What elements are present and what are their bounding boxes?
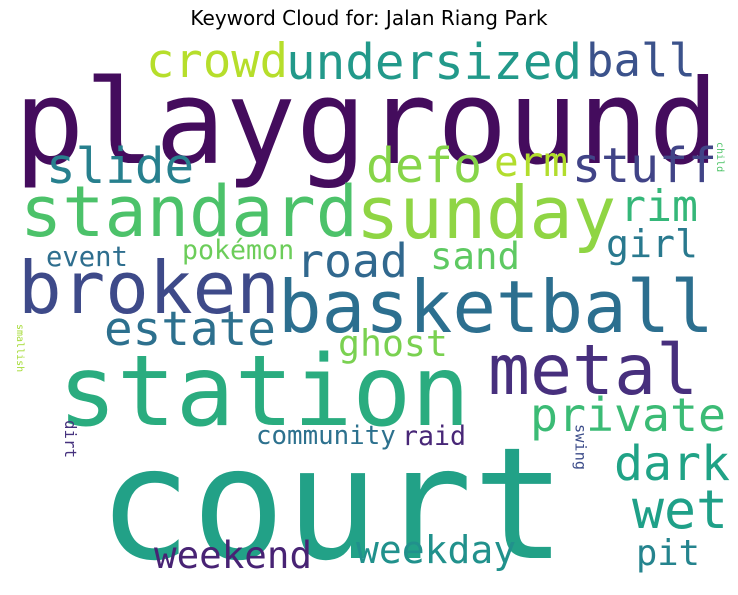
keyword: standard — [20, 171, 359, 253]
keyword: smallish — [14, 324, 25, 373]
keyword: crowd — [146, 34, 289, 89]
keyword: defo — [366, 138, 483, 194]
keyword: ball — [586, 34, 697, 87]
keyword: weekday — [356, 528, 517, 572]
keyword: dark — [614, 436, 731, 492]
keyword: ghost — [338, 322, 448, 365]
keyword: metal — [488, 330, 699, 411]
keyword: sand — [430, 234, 521, 278]
keyword: private — [530, 388, 726, 442]
keyword: court — [98, 414, 567, 595]
keyword: raid — [402, 421, 467, 452]
word-cloud: playground court station basketball standard… — [6, 33, 732, 582]
keyword: erm — [494, 138, 569, 186]
keyword: broken — [18, 247, 280, 331]
keyword: event — [46, 242, 128, 273]
keyword: weekend — [154, 533, 313, 577]
keyword: estate — [104, 302, 276, 357]
keyword: dirt — [60, 420, 80, 459]
keyword: basketball — [278, 266, 714, 350]
keyword: playground — [14, 54, 719, 191]
keyword: stuff — [572, 138, 718, 194]
keyword: station — [58, 335, 471, 449]
keyword: road — [296, 234, 408, 288]
keyword: rim — [620, 182, 699, 232]
keyword: slide — [46, 137, 195, 195]
keyword: undersized — [286, 33, 583, 91]
keyword: swing — [571, 424, 590, 471]
keyword: child — [714, 142, 725, 173]
keyword: wet — [632, 479, 729, 541]
keyword: pit — [636, 533, 700, 574]
chart-title: Keyword Cloud for: Jalan Riang Park — [190, 6, 548, 30]
keyword: community — [256, 421, 396, 451]
keyword: pokémon — [182, 235, 295, 266]
keyword: sunday — [356, 171, 617, 255]
keyword: girl — [606, 223, 698, 267]
